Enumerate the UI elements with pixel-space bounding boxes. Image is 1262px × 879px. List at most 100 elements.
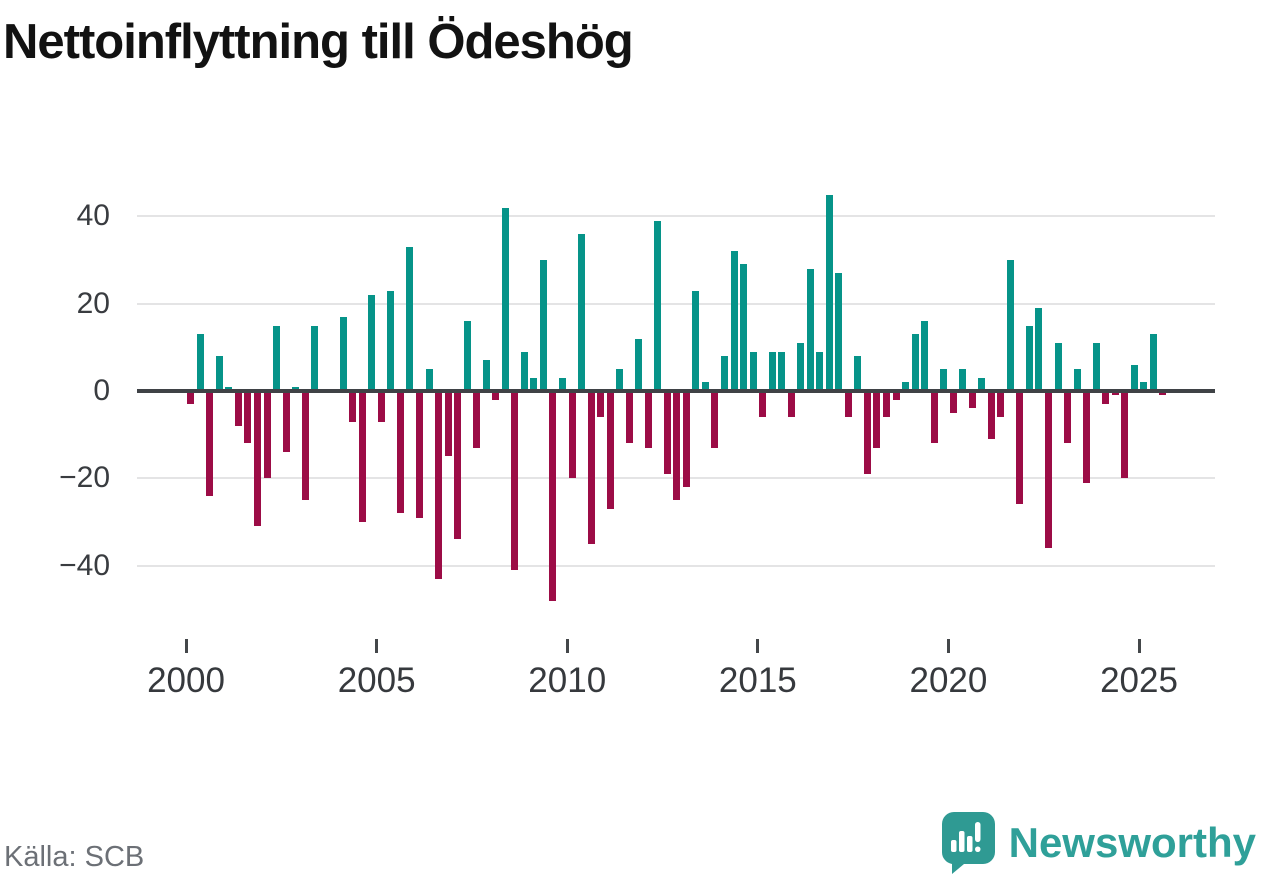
- zero-baseline: [137, 389, 1215, 393]
- bar-2009-q3: [549, 391, 557, 601]
- bar-2006-q4: [444, 391, 452, 457]
- bar-2010-q4: [597, 391, 605, 418]
- bar-2012-q1: [644, 391, 652, 448]
- bar-2021-q4: [1016, 391, 1024, 505]
- bar-2001-q2: [234, 391, 242, 426]
- newsworthy-logo: Newsworthy: [941, 812, 1256, 874]
- logo-bar-3: [966, 836, 973, 852]
- bar-2012-q3: [663, 391, 671, 474]
- source-label: Källa: SCB: [4, 841, 145, 873]
- x-axis-tick-2025: [1137, 639, 1141, 653]
- bar-2018-q1: [873, 391, 881, 448]
- bar-2009-q1: [530, 377, 538, 391]
- bar-2025-q2: [1149, 334, 1157, 391]
- bar-2015-q1: [759, 391, 767, 418]
- x-axis-label-2025: 2025: [1100, 661, 1178, 700]
- chart-title: Nettoinflyttning till Ödeshög: [3, 15, 634, 69]
- bar-2002-q3: [282, 391, 290, 453]
- bar-2021-q3: [1006, 260, 1014, 391]
- logo-exclamation-bar: [974, 822, 981, 842]
- bar-2024-q2: [1111, 391, 1119, 396]
- bar-2011-q2: [616, 369, 624, 391]
- bar-2014-q3: [740, 264, 748, 391]
- y-axis-label--20: −20: [59, 461, 110, 495]
- bar-2000-q1: [187, 391, 195, 405]
- bar-2013-q1: [682, 391, 690, 488]
- bar-2013-q4: [711, 391, 719, 448]
- bar-2020-q2: [959, 369, 967, 391]
- x-axis-label-2015: 2015: [718, 661, 797, 700]
- y-axis-label--40: −40: [59, 548, 110, 582]
- gridline-y--40: [137, 564, 1215, 567]
- bar-2010-q3: [587, 391, 595, 544]
- bar-2002-q2: [273, 325, 281, 391]
- bar-2018-q4: [902, 382, 910, 391]
- newsworthy-logo-icon: [941, 812, 995, 874]
- bar-2024-q1: [1102, 391, 1110, 405]
- bar-2025-q3: [1159, 391, 1167, 396]
- bar-2006-q1: [416, 391, 424, 518]
- bar-2004-q3: [358, 391, 366, 522]
- bar-2011-q3: [625, 391, 633, 444]
- bar-2022-q1: [1025, 325, 1033, 391]
- bar-2010-q2: [578, 233, 586, 391]
- bar-2015-q2: [768, 351, 776, 391]
- bar-2017-q1: [835, 273, 843, 391]
- bar-2022-q4: [1054, 342, 1062, 391]
- bar-2021-q2: [997, 391, 1005, 418]
- bar-2018-q3: [892, 391, 900, 400]
- x-axis-tick-2005: [375, 639, 379, 653]
- bar-2011-q4: [635, 338, 643, 391]
- bar-2021-q1: [987, 391, 995, 439]
- bar-2002-q4: [292, 386, 300, 391]
- logo-bar-1: [950, 840, 957, 852]
- bar-2005-q2: [387, 290, 395, 391]
- logo-exclamation-dot: [974, 846, 981, 852]
- bar-2023-q2: [1073, 369, 1081, 391]
- x-axis-label-2005: 2005: [337, 661, 416, 700]
- bar-2020-q1: [949, 391, 957, 413]
- newsworthy-logo-text: Newsworthy: [1008, 819, 1256, 866]
- bar-2019-q1: [911, 334, 919, 391]
- bar-2007-q4: [482, 360, 490, 391]
- bar-2001-q3: [244, 391, 252, 444]
- bar-2016-q3: [816, 351, 824, 391]
- bar-2004-q4: [368, 294, 376, 391]
- bar-2019-q2: [921, 321, 929, 391]
- bar-2007-q3: [473, 391, 481, 448]
- bar-2024-q4: [1130, 364, 1138, 391]
- bar-2008-q4: [520, 351, 528, 391]
- bar-2023-q1: [1064, 391, 1072, 444]
- bar-2022-q2: [1035, 308, 1043, 391]
- bar-2024-q3: [1121, 391, 1129, 479]
- bar-2020-q4: [978, 377, 986, 391]
- bar-2011-q1: [606, 391, 614, 509]
- bar-2012-q2: [654, 220, 662, 391]
- bar-2006-q3: [435, 391, 443, 579]
- bar-2000-q3: [206, 391, 214, 496]
- logo-bar-2: [958, 831, 965, 852]
- bar-2005-q4: [406, 246, 414, 391]
- bar-2014-q4: [749, 351, 757, 391]
- bar-2015-q4: [787, 391, 795, 418]
- bar-2001-q4: [254, 391, 261, 527]
- bar-2008-q1: [492, 391, 500, 400]
- bar-2004-q2: [349, 391, 357, 422]
- bar-2023-q3: [1083, 391, 1091, 483]
- bar-2008-q3: [511, 391, 519, 570]
- bar-2023-q4: [1092, 342, 1100, 391]
- bar-2014-q2: [730, 251, 738, 391]
- gridline-y-40: [137, 215, 1215, 218]
- bar-2003-q1: [301, 391, 309, 501]
- bar-2016-q1: [797, 342, 805, 391]
- bar-2007-q2: [463, 321, 471, 391]
- bar-2009-q2: [539, 260, 547, 391]
- x-axis-label-2000: 2000: [147, 661, 225, 700]
- bar-2006-q2: [425, 369, 433, 391]
- bar-2002-q1: [263, 391, 271, 479]
- x-axis-tick-2000: [184, 639, 188, 653]
- bar-2017-q2: [844, 391, 852, 418]
- bar-2017-q4: [863, 391, 871, 474]
- y-axis-label-0: 0: [93, 374, 110, 407]
